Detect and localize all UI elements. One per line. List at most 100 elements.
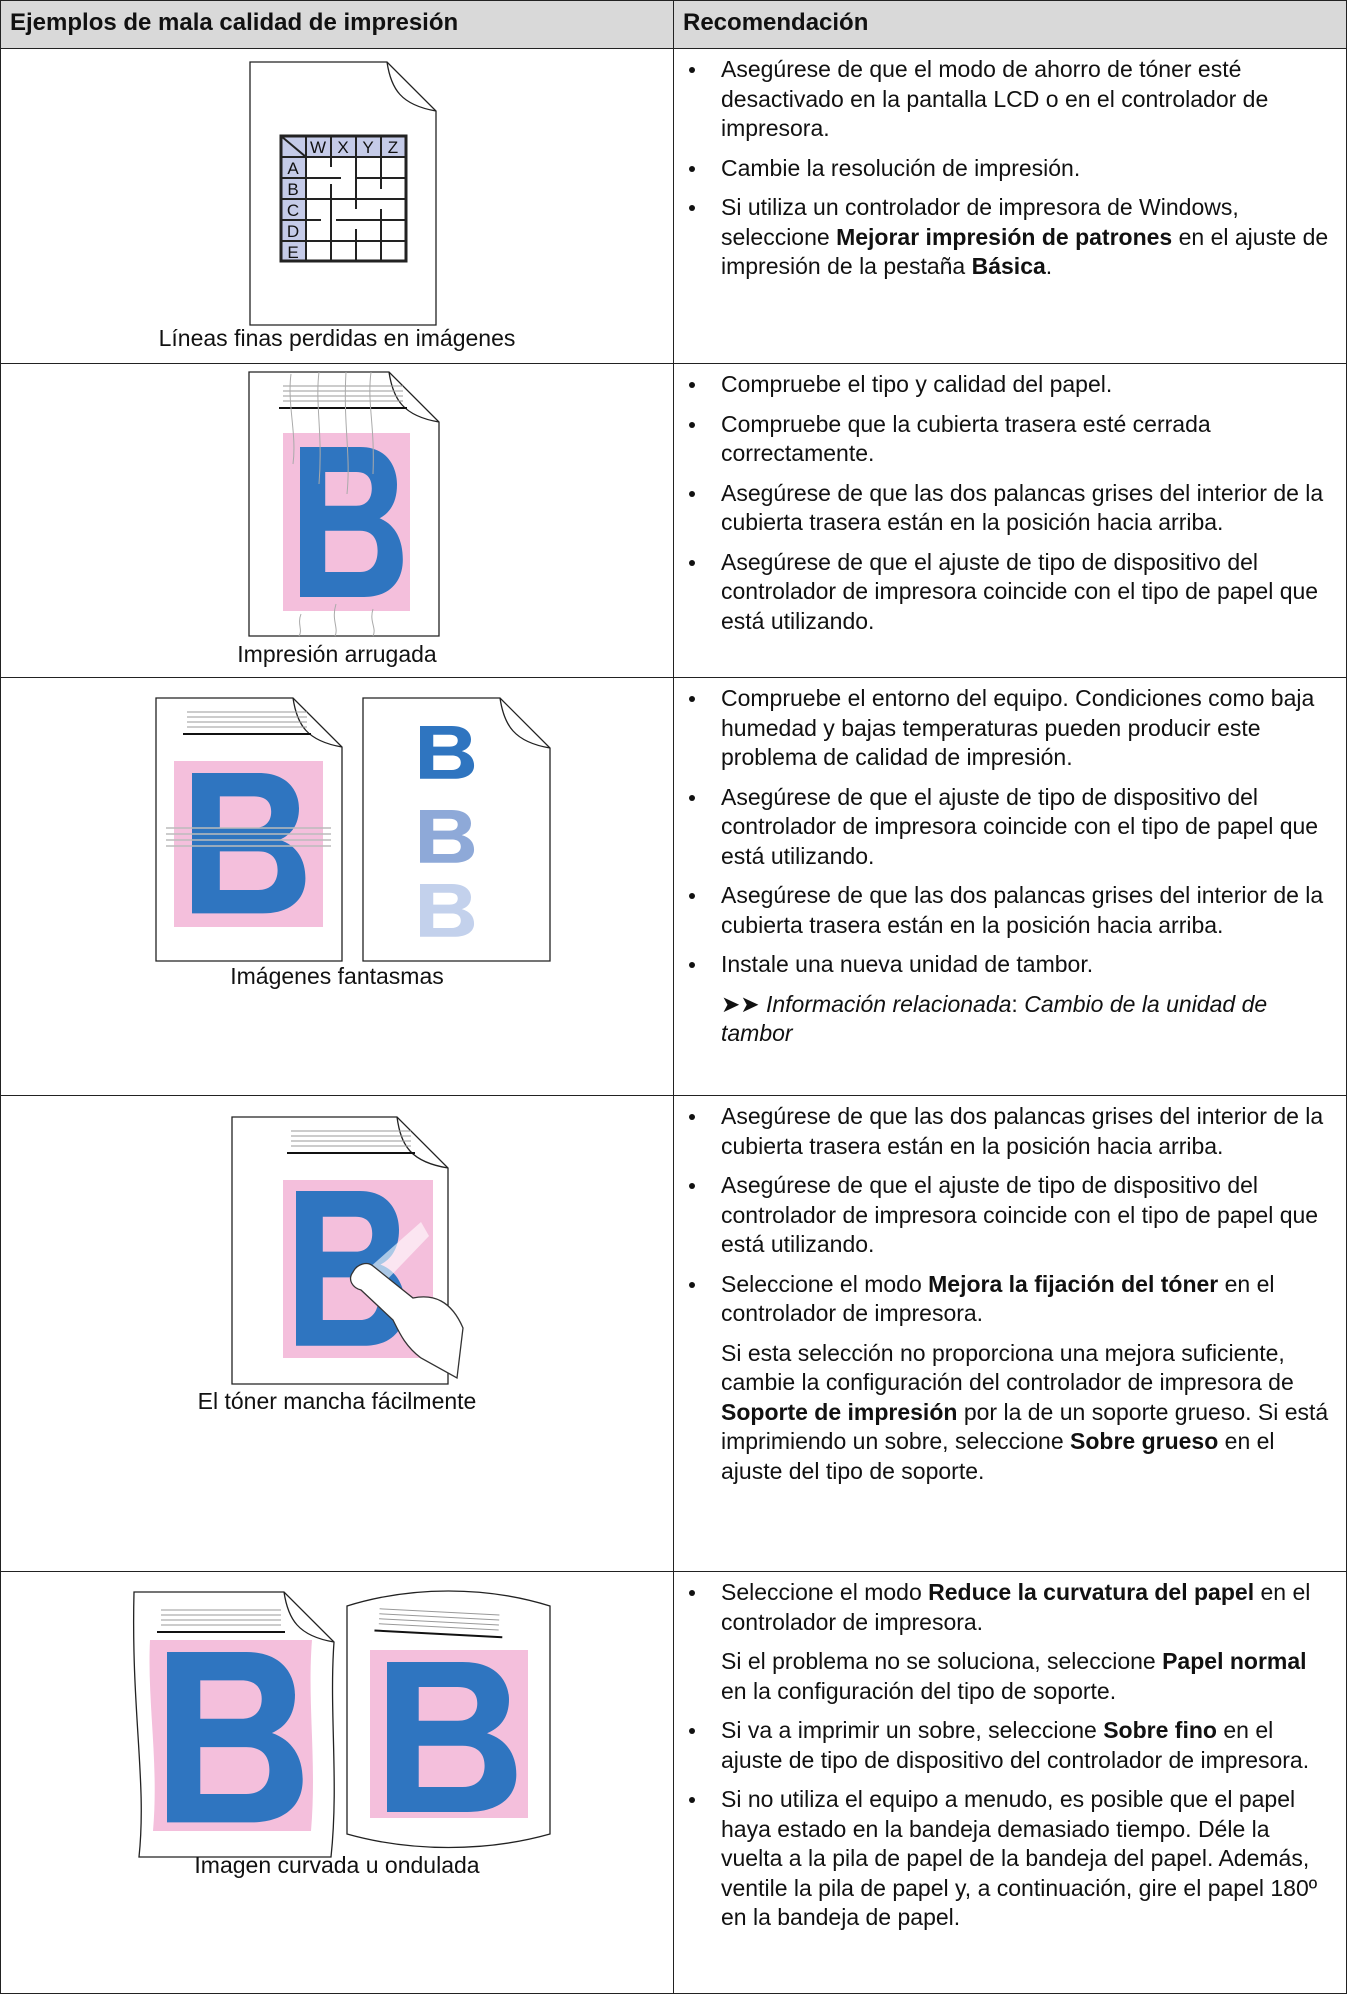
bullet-item: Asegúrese de que las dos palancas grises… xyxy=(689,881,1336,940)
text-run: : xyxy=(1011,990,1025,1017)
bullet-item: Si no utiliza el equipo a menudo, es pos… xyxy=(689,1785,1336,1933)
example-cell: El tóner mancha fácilmente xyxy=(0,1095,674,1572)
text-run: Si el problema no se soluciona, seleccio… xyxy=(721,1648,1163,1674)
bullet-dot xyxy=(689,1728,695,1734)
text-run: Seleccione el modo xyxy=(721,1579,929,1605)
paragraph: Compruebe el tipo y calidad del papel. xyxy=(721,370,1336,400)
bullet-item: Compruebe que la cubierta trasera esté c… xyxy=(689,410,1336,469)
header-row: Ejemplos de mala calidad de impresión Re… xyxy=(0,0,1347,49)
text-run: Asegúrese de que el ajuste de tipo de di… xyxy=(721,1172,1319,1257)
recommendation-cell: Seleccione el modo Reduce la curvatura d… xyxy=(673,1571,1347,1994)
bullet-item: Asegúrese de que el ajuste de tipo de di… xyxy=(689,548,1336,637)
illustration xyxy=(133,1590,551,1858)
grid-label: B xyxy=(287,180,298,199)
text-run: Instale una nueva unidad de tambor. xyxy=(721,951,1094,977)
grid-label: W xyxy=(310,138,326,157)
italic-run: Cambio de la unidad de tambor xyxy=(721,990,1268,1047)
bold-run: Sobre grueso xyxy=(1070,1428,1219,1454)
text-run: Si va a imprimir un sobre, seleccione xyxy=(721,1717,1104,1743)
grid-label: D xyxy=(287,222,299,241)
bullet-item: Seleccione el modo Mejora la fijación de… xyxy=(689,1270,1336,1487)
paragraph: Asegúrese de que las dos palancas grises… xyxy=(721,881,1336,940)
bullet-dot xyxy=(689,696,695,702)
paragraph: Compruebe que la cubierta trasera esté c… xyxy=(721,410,1336,469)
text-run: en el controlador de impresora. xyxy=(721,1270,1275,1327)
paragraph: Asegúrese de que las dos palancas grises… xyxy=(721,479,1336,538)
bullet-dot xyxy=(689,421,695,428)
bullet-dot xyxy=(689,205,695,211)
paragraph: Seleccione el modo Mejora la fijación de… xyxy=(721,1270,1336,1329)
bullet-item: Asegúrese de que el modo de ahorro de tó… xyxy=(689,55,1336,144)
bullet-dot xyxy=(689,893,695,899)
caption: Impresión arrugada xyxy=(237,641,437,667)
recommendation-cell: Asegúrese de que el modo de ahorro de tó… xyxy=(673,48,1347,364)
bullet-item: Si utiliza un controlador de impresora d… xyxy=(689,193,1336,282)
paragraph: Asegúrese de que el ajuste de tipo de di… xyxy=(721,1171,1336,1260)
text-run: Si utiliza un controlador de impresora d… xyxy=(721,194,1239,250)
illustration xyxy=(248,371,440,637)
example-cell: Imagen curvada u ondulada xyxy=(0,1571,674,1994)
text-run: en el ajuste de impresión de la pestaña xyxy=(721,223,1329,280)
bullet-item: Asegúrese de que las dos palancas grises… xyxy=(689,1102,1336,1161)
caption: Líneas finas perdidas en imágenes xyxy=(158,325,516,351)
grid-label: Y xyxy=(362,138,373,157)
recommendation-cell: Asegúrese de que las dos palancas grises… xyxy=(673,1095,1347,1572)
bold-run: Reduce la curvatura del papel xyxy=(928,1579,1255,1605)
bullet-item: Compruebe el tipo y calidad del papel. xyxy=(689,370,1336,400)
bullet-dot xyxy=(689,165,695,172)
text-run: por la de un soporte grueso. Si está imp… xyxy=(721,1398,1329,1455)
example-cell: Imágenes fantasmas xyxy=(0,677,674,1096)
bullet-item: Asegúrese de que el ajuste de tipo de di… xyxy=(689,1171,1336,1260)
bold-run: Papel normal xyxy=(1162,1648,1307,1674)
paragraph: Seleccione el modo Reduce la curvatura d… xyxy=(721,1578,1336,1637)
bullet-dot xyxy=(689,382,695,388)
paragraph: Si va a imprimir un sobre, seleccione So… xyxy=(721,1716,1336,1775)
text-run: Asegúrese de que las dos palancas grises… xyxy=(721,882,1324,938)
illustration xyxy=(231,1116,464,1385)
bullet-dot xyxy=(689,794,695,801)
bullet-dot xyxy=(689,67,695,73)
text-run: Asegúrese de que el ajuste de tipo de di… xyxy=(721,783,1319,869)
paragraph: Asegúrese de que el ajuste de tipo de di… xyxy=(721,783,1336,872)
bold-run: Mejorar impresión de patrones xyxy=(836,223,1173,250)
bullet-item: Asegúrese de que el ajuste de tipo de di… xyxy=(689,783,1336,872)
text-run: en el ajuste del tipo de soporte. xyxy=(721,1428,1275,1484)
bullet-item: Seleccione el modo Reduce la curvatura d… xyxy=(689,1578,1336,1706)
text-run: Seleccione el modo xyxy=(721,1270,929,1297)
bullet-dot xyxy=(689,962,695,968)
text-run: . xyxy=(1045,253,1053,279)
text-run: Asegúrese de que las dos palancas grises… xyxy=(721,479,1324,536)
bold-run: Mejora la fijación del tóner xyxy=(928,1270,1219,1297)
text-run: Compruebe el entorno del equipo. Condici… xyxy=(721,685,1315,770)
paragraph: Instale una nueva unidad de tambor. xyxy=(721,950,1336,980)
illustration: W X Y Z A B C D E xyxy=(249,61,437,326)
text-run: Compruebe que la cubierta trasera esté c… xyxy=(721,410,1211,467)
bullet-item: Asegúrese de que las dos palancas grises… xyxy=(689,479,1336,538)
text-run: Asegúrese de que las dos palancas grises… xyxy=(721,1103,1324,1159)
bullet-item: Compruebe el entorno del equipo. Condici… xyxy=(689,684,1336,773)
grid-label: C xyxy=(287,201,299,220)
caption: El tóner mancha fácilmente xyxy=(197,1388,477,1414)
paragraph: Asegúrese de que las dos palancas grises… xyxy=(721,1102,1336,1161)
bullet-dot xyxy=(689,490,695,497)
paragraph: ➤➤ Información relacionada: Cambio de la… xyxy=(721,990,1336,1049)
bullet-dot xyxy=(689,559,695,566)
paragraph: Si utiliza un controlador de impresora d… xyxy=(721,193,1336,282)
illustration xyxy=(155,697,551,962)
paragraph: Compruebe el entorno del equipo. Condici… xyxy=(721,684,1336,773)
grid-label: E xyxy=(287,243,298,262)
text-run: en la configuración del tipo de soporte. xyxy=(721,1677,1117,1704)
text-run: Asegúrese de que el modo de ahorro de tó… xyxy=(721,56,1269,141)
grid-label: A xyxy=(287,159,299,178)
row: Impresión arrugada Compruebe el tipo y c… xyxy=(0,363,1347,678)
text-run: ➤➤ xyxy=(721,990,766,1017)
paragraph: Si esta selección no proporciona una mej… xyxy=(721,1339,1336,1487)
text-run: Si esta selección no proporciona una mej… xyxy=(721,1339,1294,1396)
bold-run: Básica xyxy=(971,253,1046,279)
bullet-dot xyxy=(689,1281,695,1288)
grid-label: Z xyxy=(388,138,398,157)
text-run: en el ajuste de tipo de dispositivo del … xyxy=(721,1717,1310,1773)
grid-label: X xyxy=(337,138,348,157)
